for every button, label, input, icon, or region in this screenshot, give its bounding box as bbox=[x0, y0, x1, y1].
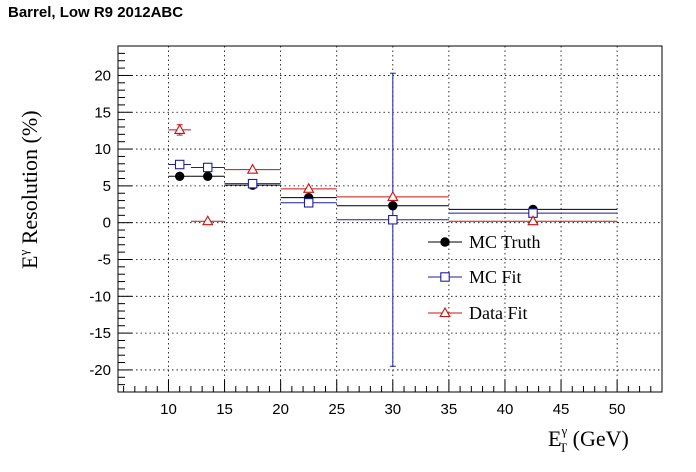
y-tick-label: -10 bbox=[89, 288, 111, 305]
legend-label-mc-truth: MC Truth bbox=[469, 232, 541, 252]
mc-fit-point bbox=[202, 162, 213, 173]
tick-label-layer: 10 15 20 25 30 35 40 45 50 -20 -15 -10 -5 0 5 10 15 20 bbox=[89, 67, 625, 418]
mc-truth-point bbox=[203, 171, 213, 182]
y-tick-label: 5 bbox=[103, 178, 111, 195]
mc-fit-point bbox=[247, 178, 258, 189]
x-tick-label: 45 bbox=[553, 401, 570, 418]
mc-truth-point bbox=[174, 171, 185, 182]
y-tick-label: 0 bbox=[103, 215, 111, 232]
marker-layer bbox=[173, 123, 539, 226]
y-tick-label: -15 bbox=[89, 325, 111, 342]
tick-layer bbox=[118, 52, 652, 392]
y-tick-label: 20 bbox=[94, 67, 111, 84]
x-tick-label: 15 bbox=[216, 401, 233, 418]
data-fit-point bbox=[201, 215, 214, 226]
x-tick-label: 35 bbox=[441, 401, 458, 418]
legend-marker-mc-fit bbox=[440, 272, 450, 282]
x-axis-title: Eγ T (GeV) bbox=[548, 423, 629, 455]
legend: MC Truth MC Fit Data Fit bbox=[428, 232, 541, 323]
chart-title: Barrel, Low R9 2012ABC bbox=[8, 4, 184, 21]
data-fit-point bbox=[302, 182, 315, 193]
plot-frame bbox=[117, 45, 663, 393]
legend-marker-data-fit bbox=[439, 306, 451, 318]
data-fit-point bbox=[527, 215, 539, 226]
legend-label-mc-fit: MC Fit bbox=[469, 267, 522, 287]
x-tick-label: 10 bbox=[160, 401, 177, 418]
y-tick-label: 10 bbox=[94, 141, 111, 158]
y-axis-title: Eγ Resolution (%) bbox=[16, 110, 42, 269]
mc-fit-point bbox=[303, 198, 314, 208]
x-tick-label: 40 bbox=[497, 401, 514, 418]
y-tick-label: 15 bbox=[94, 104, 111, 121]
y-tick-label: -20 bbox=[89, 362, 111, 379]
data-fit-point bbox=[387, 190, 399, 201]
data-fit-point bbox=[173, 123, 186, 134]
data-fit-point bbox=[246, 163, 259, 174]
x-tick-label: 50 bbox=[609, 401, 626, 418]
mc-fit-point bbox=[174, 159, 185, 170]
x-tick-label: 25 bbox=[328, 401, 345, 418]
x-tick-label: 20 bbox=[272, 401, 289, 418]
legend-label-data-fit: Data Fit bbox=[469, 303, 528, 323]
mc-truth-point bbox=[388, 201, 398, 211]
y-tick-label: -5 bbox=[98, 251, 111, 268]
x-tick-label: 30 bbox=[384, 401, 401, 418]
mc-fit-point bbox=[388, 214, 398, 225]
legend-marker-mc-truth bbox=[440, 237, 450, 247]
